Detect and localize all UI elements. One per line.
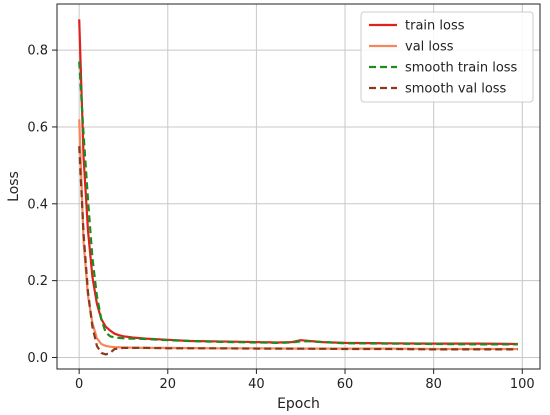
legend-box — [360, 11, 534, 103]
y-tick-label: 0.6 — [27, 120, 48, 135]
series-line-smooth-train-loss — [78, 61, 518, 346]
y-tick-label: 0.8 — [27, 44, 48, 59]
series-layer — [78, 19, 518, 356]
x-tick-label: 60 — [337, 377, 354, 392]
legend-label: smooth val loss — [405, 82, 507, 97]
legend: train loss val loss smooth train loss smoot… — [360, 11, 534, 103]
series-line-smooth-val-loss — [78, 146, 518, 356]
x-tick-label: 80 — [425, 377, 442, 392]
x-tick-label: 40 — [248, 377, 265, 392]
x-ticks: 0 20 40 60 80 100 — [75, 369, 535, 392]
y-ticks: 0.0 0.2 0.4 0.6 0.8 — [27, 44, 57, 366]
legend-label: smooth train loss — [405, 61, 518, 76]
legend-label: val loss — [405, 40, 454, 55]
plot-frame — [56, 3, 541, 370]
x-tick-label: 20 — [160, 377, 177, 392]
y-tick-label: 0.4 — [27, 197, 48, 212]
legend-label: train loss — [405, 19, 465, 34]
x-axis-label: Epoch — [277, 396, 320, 412]
y-axis-label: Loss — [6, 171, 22, 202]
y-tick-label: 0.2 — [27, 274, 48, 289]
x-tick-label: 0 — [75, 377, 83, 392]
y-tick-label: 0.0 — [27, 351, 48, 366]
x-tick-label: 100 — [510, 377, 535, 392]
